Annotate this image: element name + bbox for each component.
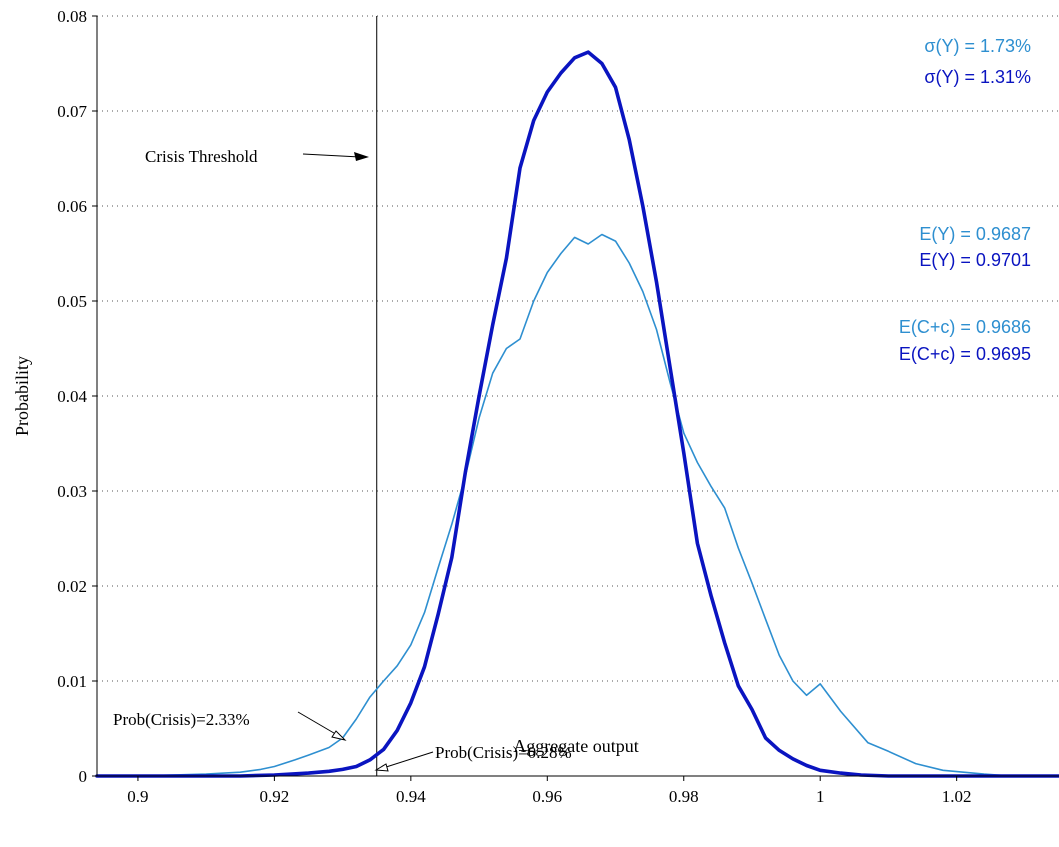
crisis-threshold-arrow <box>302 152 369 161</box>
x-tick-labels: 0.9 0.92 0.94 0.96 0.98 1 1.02 <box>127 787 971 806</box>
x-tick-label: 0.98 <box>669 787 699 806</box>
x-tick-label: 1 <box>816 787 825 806</box>
prob-crisis-light-label: Prob(Crisis)=2.33% <box>113 710 250 729</box>
x-tick-label: 0.92 <box>260 787 290 806</box>
prob-crisis-dark-arrow <box>374 751 434 772</box>
sigma-light: σ(Y) = 1.73% <box>924 36 1031 56</box>
grid-lines <box>97 15 1059 682</box>
y-tick-label: 0.06 <box>57 197 87 216</box>
prob-crisis-light-arrow <box>297 711 347 741</box>
y-tick-label: 0.01 <box>57 672 87 691</box>
crisis-threshold-label: Crisis Threshold <box>145 147 258 166</box>
x-tick-label: 0.9 <box>127 787 148 806</box>
y-tick-label: 0 <box>79 767 88 786</box>
axes <box>92 15 1059 781</box>
prob-crisis-dark-label: Prob(Crisis)=0.28% <box>435 743 572 762</box>
x-tick-label: 0.96 <box>532 787 562 806</box>
series-line-light <box>96 233 1059 777</box>
series-group <box>95 50 1059 778</box>
mean-y-light: E(Y) = 0.9687 <box>919 224 1031 244</box>
mean-c-dark: E(C+c) = 0.9695 <box>899 344 1031 364</box>
y-tick-labels: 0 0.01 0.02 0.03 0.04 0.05 0.06 0.07 0.08 <box>57 7 87 786</box>
y-tick-label: 0.08 <box>57 7 87 26</box>
y-tick-label: 0.02 <box>57 577 87 596</box>
mean-c-light: E(C+c) = 0.9686 <box>899 317 1031 337</box>
x-axis-title: Aggregate output <box>513 736 638 756</box>
y-tick-label: 0.03 <box>57 482 87 501</box>
y-axis-title: Probability <box>12 356 32 436</box>
sigma-dark: σ(Y) = 1.31% <box>924 67 1031 87</box>
series-line-dark <box>95 50 1059 778</box>
mean-y-dark: E(Y) = 0.9701 <box>919 250 1031 270</box>
y-tick-label: 0.04 <box>57 387 87 406</box>
x-tick-label: 1.02 <box>942 787 972 806</box>
y-tick-label: 0.07 <box>57 102 87 121</box>
x-tick-label: 0.94 <box>396 787 426 806</box>
y-tick-label: 0.05 <box>57 292 87 311</box>
